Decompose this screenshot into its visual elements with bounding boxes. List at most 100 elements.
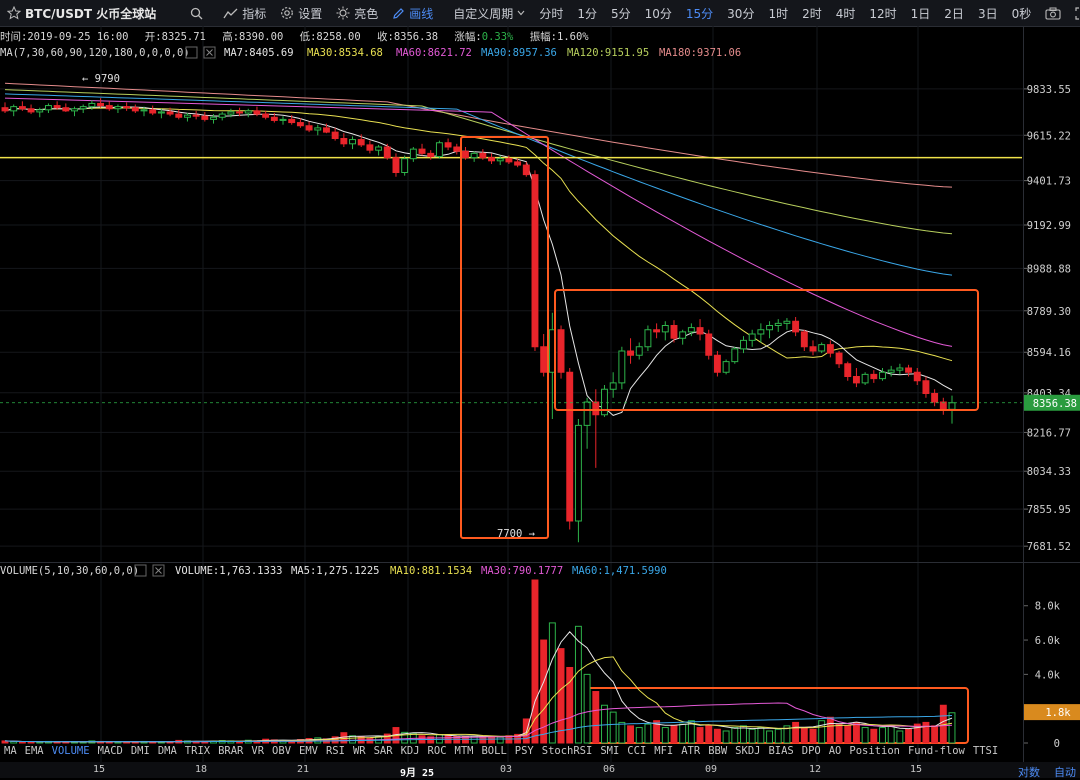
timeframe-9[interactable]: 12时: [869, 6, 897, 21]
indicator-tab-sar[interactable]: SAR: [373, 745, 393, 757]
symbol-search-button[interactable]: [183, 7, 210, 20]
date-label: 15: [93, 764, 106, 775]
timeframe-10[interactable]: 1日: [910, 6, 931, 21]
volume-bar: [748, 728, 756, 744]
candle-body: [470, 152, 478, 159]
indicator-tab-smi[interactable]: SMI: [600, 745, 620, 757]
indicators-button[interactable]: 指标: [216, 5, 273, 22]
indicator-tab-dma[interactable]: DMA: [157, 745, 177, 757]
fullscreen-button[interactable]: [1068, 6, 1080, 20]
timeframe-5[interactable]: 30分: [727, 6, 755, 21]
indicator-tab-trix[interactable]: TRIX: [184, 745, 211, 757]
candle-body: [670, 325, 678, 339]
candle-body: [314, 127, 322, 131]
candle-body: [201, 115, 209, 120]
indicator-tab-emv[interactable]: EMV: [299, 745, 318, 757]
indicator-tab-atr[interactable]: ATR: [681, 745, 701, 757]
candle-body: [722, 361, 730, 373]
ma-close-icon[interactable]: [203, 46, 216, 59]
timeframe-8[interactable]: 4时: [835, 6, 856, 21]
candle-body: [462, 150, 469, 159]
volume-axis[interactable]: 8.0k6.0k4.0k2.0k0: [1024, 601, 1061, 750]
candle-body: [62, 107, 70, 112]
indicator-tab-position[interactable]: Position: [849, 745, 900, 757]
log-scale-toggle[interactable]: 对数: [1018, 766, 1040, 779]
auto-scale-toggle[interactable]: 自动: [1054, 766, 1076, 779]
candle-body: [618, 350, 626, 384]
indicator-tab-bias[interactable]: BIAS: [768, 745, 794, 757]
favorite-star[interactable]: BTC/USDT 火币全球站: [0, 5, 163, 22]
time-axis[interactable]: 15 18 21 9月 25 03 06 09 12 15: [0, 762, 1080, 779]
indicator-tab-macd[interactable]: MACD: [97, 745, 123, 757]
indicator-tab-rsi[interactable]: RSI: [325, 745, 345, 757]
draw-tools-button[interactable]: 画线: [385, 5, 440, 22]
screenshot-button[interactable]: [1038, 7, 1068, 20]
price-axis[interactable]: 9833.55 9615.22 9401.73 9192.99 8988.88 8789.…: [1024, 84, 1071, 553]
indicator-tab-fund-flow[interactable]: Fund-flow: [907, 745, 965, 757]
indicator-tab-wr[interactable]: WR: [352, 745, 366, 757]
indicator-tab-roc[interactable]: ROC: [427, 745, 447, 757]
vol-close-icon[interactable]: [152, 564, 165, 577]
ma180-value: MA180:9371.06: [659, 47, 741, 59]
candle-body: [97, 102, 105, 107]
indicator-tab-vr[interactable]: VR: [251, 745, 265, 757]
candle-body: [114, 106, 122, 110]
vol-tick-label: 0: [1054, 738, 1060, 750]
indicator-tab-stochrsi[interactable]: StochRSI: [541, 745, 593, 757]
indicator-tab-cci[interactable]: CCI: [627, 745, 647, 757]
timeframe-6[interactable]: 1时: [768, 6, 789, 21]
price-tick-label: 9833.55: [1027, 84, 1071, 96]
grid-lines: [0, 26, 1023, 762]
info-amplitude: 振幅:1.60%: [530, 30, 590, 43]
indicator-tab-obv[interactable]: OBV: [272, 745, 292, 757]
countdown: 0秒: [1005, 5, 1039, 22]
volume-bar: [870, 728, 878, 744]
indicator-tab-skdj[interactable]: SKDJ: [735, 745, 761, 757]
indicator-tab-ao[interactable]: AO: [828, 745, 842, 757]
ma-settings-icon[interactable]: [185, 46, 198, 59]
indicator-tab-volume[interactable]: VOLUME: [51, 745, 90, 757]
candle-body: [88, 102, 96, 108]
indicator-tab-psy[interactable]: PSY: [514, 745, 534, 757]
vol-settings-icon[interactable]: [134, 564, 147, 577]
price-tick-label: 7681.52: [1027, 541, 1071, 553]
timeframe-0[interactable]: 分时: [539, 6, 564, 21]
theme-label: 亮色: [354, 6, 379, 21]
ma-legend-name: MA(7,30,60,90,120,180,0,0,0,0): [0, 47, 190, 59]
volume-bar: [818, 720, 826, 744]
kline-chart[interactable]: 时间:2019-09-25 16:00 开:8325.71 高:8390.00 …: [0, 0, 1080, 762]
timeframe-4[interactable]: 15分: [685, 6, 714, 21]
ma90-value: MA90:8957.36: [481, 47, 557, 59]
timeframe-2[interactable]: 5分: [610, 6, 631, 21]
indicator-tab-ema[interactable]: EMA: [24, 745, 44, 757]
indicator-tab-mfi[interactable]: MFI: [654, 745, 674, 757]
theme-toggle-button[interactable]: 亮色: [329, 5, 385, 22]
candle-body: [514, 161, 522, 166]
ma7-line: [4, 106, 953, 416]
indicator-tab-brar[interactable]: BRAR: [218, 745, 244, 757]
timeframe-3[interactable]: 10分: [644, 6, 672, 21]
volume-bar: [844, 725, 852, 744]
indicator-tab-bbw[interactable]: BBW: [708, 745, 728, 757]
star-icon: [7, 6, 21, 20]
settings-button[interactable]: 设置: [273, 5, 329, 22]
timeframe-7[interactable]: 2时: [802, 6, 822, 21]
volume-bar: [922, 721, 930, 744]
info-low: 低:8258.00: [300, 30, 361, 43]
candle-body: [210, 116, 217, 120]
indicator-tab-boll[interactable]: BOLL: [481, 745, 507, 757]
timeframe-12[interactable]: 3日: [977, 6, 998, 21]
indicator-tab-kdj[interactable]: KDJ: [400, 745, 420, 757]
indicator-tab-dpo[interactable]: DPO: [801, 745, 821, 757]
indicator-tab-dmi[interactable]: DMI: [130, 745, 150, 757]
indicator-tab-ttsi[interactable]: TTSI: [972, 745, 999, 757]
indicator-tab-mtm[interactable]: MTM: [454, 745, 474, 757]
timeframe-1[interactable]: 1分: [577, 6, 597, 21]
price-tick-label: 8594.16: [1027, 347, 1071, 359]
candle-body: [427, 152, 435, 158]
timeframe-11[interactable]: 2日: [944, 6, 964, 21]
custom-period-button[interactable]: 自定义周期: [446, 5, 532, 22]
candle-body: [157, 111, 165, 114]
indicator-tab-ma[interactable]: MA: [4, 745, 17, 757]
volume-bar: [557, 648, 565, 744]
